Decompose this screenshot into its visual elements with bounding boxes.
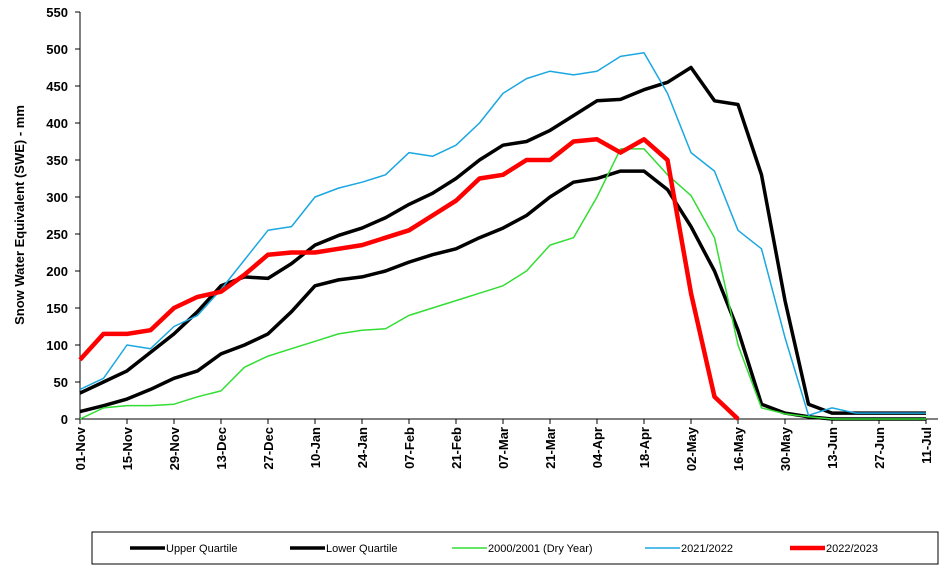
x-tick-label: 30-May — [778, 426, 793, 471]
x-tick-label: 18-Apr — [637, 427, 652, 468]
x-tick-label: 11-Jul — [919, 427, 934, 464]
y-tick-label: 400 — [46, 116, 68, 131]
y-tick-label: 450 — [46, 79, 68, 94]
x-tick-label: 01-Nov — [73, 426, 88, 470]
y-axis-label: Snow Water Equivalent (SWE) - mm — [12, 105, 27, 325]
x-tick-label: 29-Nov — [167, 426, 182, 470]
legend-label: 2000/2001 (Dry Year) — [488, 543, 593, 555]
y-tick-label: 300 — [46, 190, 68, 205]
y-tick-label: 350 — [46, 153, 68, 168]
y-tick-label: 0 — [61, 412, 68, 427]
series-line — [78, 137, 740, 421]
x-tick-label: 24-Jan — [355, 427, 370, 468]
legend-label: 2022/2023 — [826, 543, 878, 555]
y-tick-label: 500 — [46, 42, 68, 57]
y-tick-label: 50 — [54, 375, 68, 390]
x-tick-label: 21-Feb — [449, 427, 464, 469]
x-tick-label: 16-May — [731, 426, 746, 471]
y-tick-label: 100 — [46, 338, 68, 353]
legend-label: 2021/2022 — [681, 543, 733, 555]
x-tick-label: 15-Nov — [120, 426, 135, 470]
x-tick-label: 27-Jun — [872, 427, 887, 469]
x-tick-label: 13-Jun — [825, 427, 840, 469]
y-tick-label: 150 — [46, 301, 68, 316]
legend-box — [91, 531, 939, 565]
y-tick-label: 250 — [46, 227, 68, 242]
x-tick-label: 04-Apr — [590, 427, 605, 468]
x-tick-label: 07-Mar — [496, 427, 511, 469]
x-tick-label: 13-Dec — [214, 427, 229, 470]
x-tick-label: 10-Jan — [308, 427, 323, 468]
x-tick-label: 02-May — [684, 426, 699, 471]
y-tick-label: 200 — [46, 264, 68, 279]
series-line — [79, 65, 926, 415]
legend-label: Upper Quartile — [166, 543, 238, 555]
x-tick-label: 21-Mar — [543, 427, 558, 469]
series-line — [79, 148, 926, 420]
x-tick-label: 07-Feb — [402, 427, 417, 469]
x-tick-label: 27-Dec — [261, 427, 276, 470]
legend-label: Lower Quartile — [326, 543, 398, 555]
y-tick-label: 550 — [46, 5, 68, 20]
